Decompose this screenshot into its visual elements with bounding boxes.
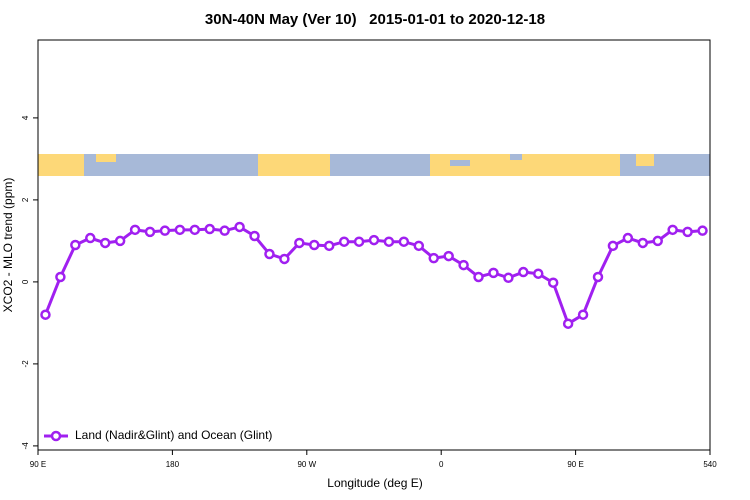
data-point [40, 309, 51, 320]
data-point [264, 248, 275, 260]
land [636, 154, 654, 166]
data-point [159, 225, 171, 236]
x-tick-label: 180 [166, 460, 180, 469]
x-tick-label: 90 E [567, 460, 583, 469]
y-tick-label: 0 [21, 279, 30, 284]
data-point [667, 224, 678, 236]
x-tick-label: 540 [703, 460, 717, 469]
data-point [204, 223, 215, 235]
legend-label: Land (Nadir&Glint) and Ocean (Glint) [75, 428, 272, 442]
x-tick-label: 90 E [30, 460, 46, 469]
data-point [428, 252, 439, 264]
data-point [368, 234, 380, 246]
data-point [488, 267, 499, 279]
data-point [55, 271, 66, 283]
data-point [443, 250, 454, 262]
data-point [234, 221, 245, 233]
data-point [189, 224, 201, 236]
data-point [652, 235, 663, 247]
data-point [503, 272, 514, 284]
data-point [309, 239, 320, 251]
data-point [219, 225, 230, 236]
land [258, 154, 330, 176]
data-point [413, 240, 425, 252]
data-point [114, 235, 126, 247]
data-point [577, 309, 589, 320]
data-point [458, 259, 469, 271]
data-point [249, 230, 260, 242]
map-strip [38, 154, 710, 176]
legend-marker [50, 430, 62, 442]
data-point [533, 268, 544, 279]
data-point [129, 224, 141, 236]
data-point [622, 232, 634, 244]
data-point [518, 266, 529, 278]
land [38, 154, 84, 176]
data-point [294, 237, 305, 249]
y-tick-label: -2 [21, 360, 30, 368]
data-point [279, 253, 290, 265]
data-point [592, 271, 604, 283]
data-point [547, 277, 559, 288]
data-point [383, 236, 395, 247]
data-point [323, 240, 335, 252]
x-tick-label: 0 [439, 460, 444, 469]
x-tick-label: 90 W [297, 460, 316, 469]
data-point [174, 224, 186, 236]
data-point [473, 271, 484, 283]
data-point [85, 232, 96, 244]
data-point [70, 239, 81, 251]
data-point [607, 240, 619, 252]
y-tick-label: -4 [21, 442, 30, 450]
data-point [562, 318, 574, 329]
data-point [144, 226, 156, 238]
data-point [682, 226, 693, 238]
data-point [99, 237, 111, 249]
land [430, 154, 620, 176]
sea [450, 160, 470, 166]
y-tick-label: 2 [21, 197, 30, 202]
data-point [637, 237, 649, 249]
land [96, 154, 116, 162]
x-axis-label: Longitude (deg E) [327, 476, 422, 490]
data-point [697, 225, 708, 236]
chart-title: 30N-40N May (Ver 10) 2015-01-01 to 2020-… [205, 11, 545, 28]
y-tick-label: 4 [21, 115, 30, 120]
y-axis-label: XCO2 - MLO trend (ppm) [1, 178, 15, 313]
data-point [338, 236, 350, 247]
data-point [398, 236, 410, 247]
data-point [353, 236, 365, 247]
plot-frame [37, 39, 711, 451]
sea [510, 154, 522, 160]
